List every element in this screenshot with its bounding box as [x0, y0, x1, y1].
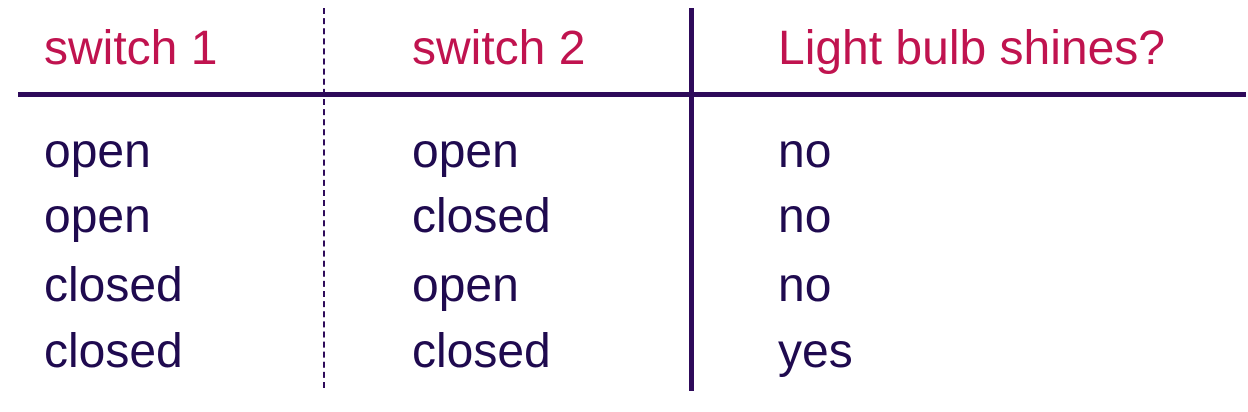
table-cell: closed: [412, 325, 551, 378]
solid-column-divider: [689, 8, 694, 391]
header-divider: [18, 92, 1246, 97]
table-cell: no: [778, 259, 832, 312]
table-cell: closed: [412, 190, 551, 243]
table-cell: open: [412, 125, 519, 178]
table-cell: open: [44, 190, 151, 243]
header-switch-1: switch 1: [44, 22, 218, 75]
table-cell: open: [412, 259, 519, 312]
table-cell: no: [778, 190, 832, 243]
dashed-column-divider: [323, 8, 325, 388]
table-cell: yes: [778, 325, 853, 378]
header-light-bulb: Light bulb shines?: [778, 22, 1165, 75]
header-switch-2: switch 2: [412, 22, 586, 75]
table-cell: closed: [44, 325, 183, 378]
table-cell: closed: [44, 259, 183, 312]
table-cell: open: [44, 125, 151, 178]
table-cell: no: [778, 125, 832, 178]
